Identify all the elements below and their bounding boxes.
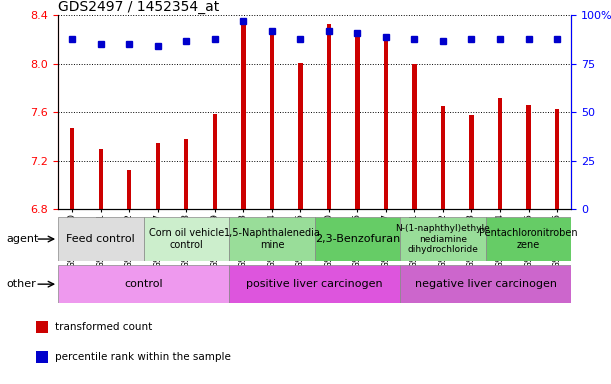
Bar (498, 98, 502, 209)
Text: positive liver carcinogen: positive liver carcinogen (246, 279, 383, 289)
Bar (555, 109, 559, 209)
Bar (229, 265, 400, 303)
Bar (412, 64, 417, 209)
Bar (229, 217, 315, 261)
Bar (144, 217, 229, 261)
Text: 1,5-Naphthalenedia
mine: 1,5-Naphthalenedia mine (224, 228, 320, 250)
Text: 2,3-Benzofuran: 2,3-Benzofuran (315, 234, 400, 244)
Bar (70, 128, 75, 209)
Text: Pentachloronitroben
zene: Pentachloronitroben zene (479, 228, 578, 250)
Text: Feed control: Feed control (67, 234, 135, 244)
Bar (400, 217, 486, 261)
Text: negative liver carcinogen: negative liver carcinogen (415, 279, 557, 289)
Bar (58, 217, 144, 261)
Bar (213, 114, 217, 209)
Bar (99, 149, 103, 209)
Bar (127, 170, 131, 209)
Text: N-(1-naphthyl)ethyle
nediamine
dihydrochloride: N-(1-naphthyl)ethyle nediamine dihydroch… (395, 224, 491, 254)
Bar (185, 139, 189, 209)
Bar (356, 31, 360, 209)
Bar (241, 19, 246, 209)
Bar (58, 265, 229, 303)
Bar (270, 33, 274, 209)
Text: agent: agent (7, 234, 39, 244)
Bar (298, 63, 302, 209)
Bar (384, 40, 388, 209)
Bar (156, 142, 160, 209)
Bar (469, 115, 474, 209)
Text: transformed count: transformed count (56, 322, 153, 332)
Bar (36, 351, 48, 362)
Bar (527, 105, 530, 209)
Bar (441, 106, 445, 209)
Text: percentile rank within the sample: percentile rank within the sample (56, 352, 231, 362)
Bar (327, 24, 331, 209)
Text: control: control (124, 279, 163, 289)
Text: Corn oil vehicle
control: Corn oil vehicle control (148, 228, 224, 250)
Bar (486, 217, 571, 261)
Text: other: other (7, 279, 37, 289)
Bar (400, 265, 571, 303)
Bar (36, 321, 48, 333)
Text: GDS2497 / 1452354_at: GDS2497 / 1452354_at (58, 0, 219, 14)
Bar (315, 217, 400, 261)
